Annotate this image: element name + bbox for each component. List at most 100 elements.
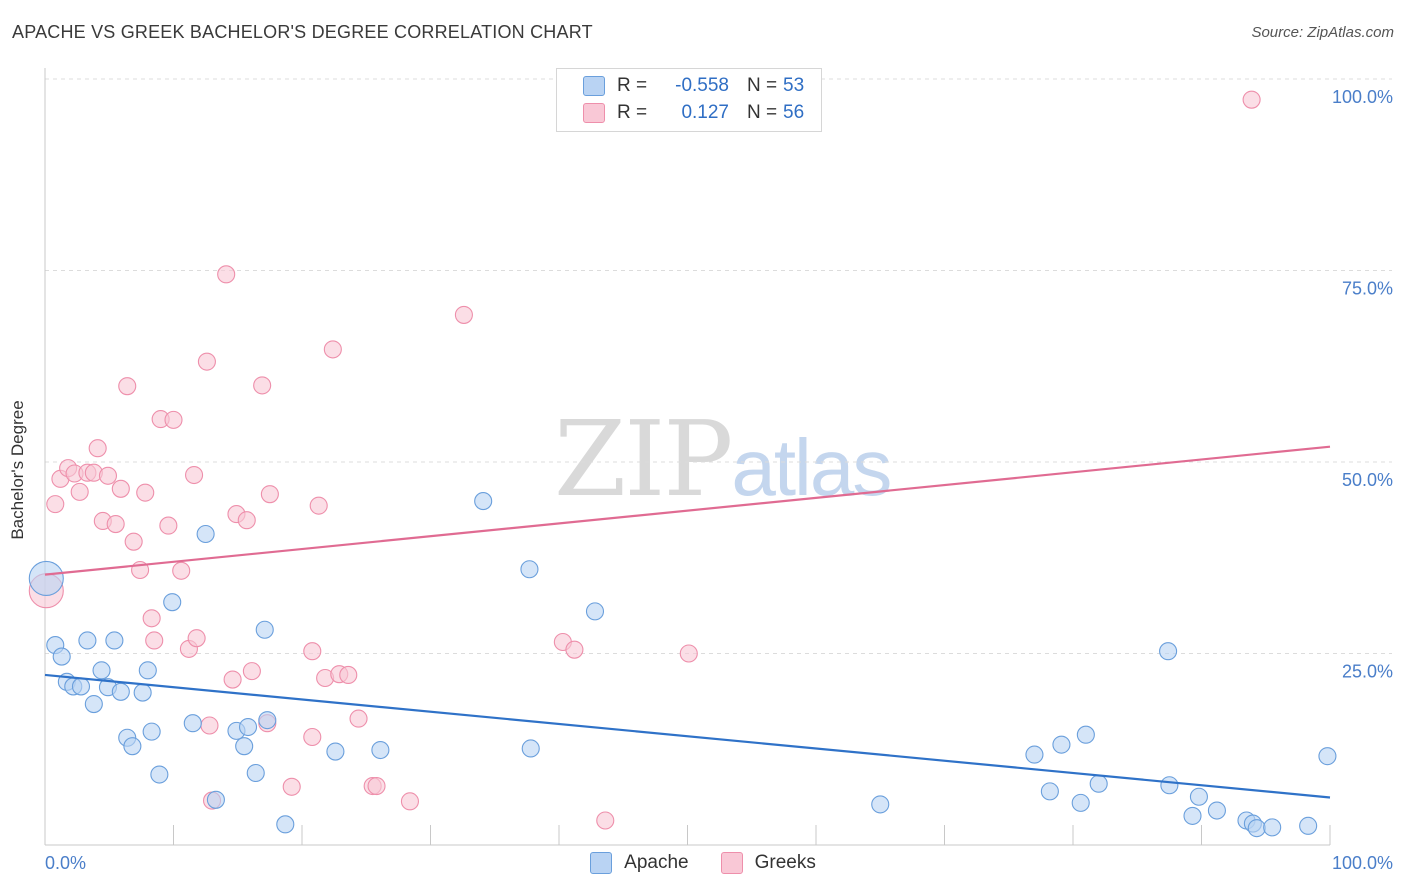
point-greeks bbox=[159, 516, 178, 535]
point-greeks bbox=[237, 511, 256, 530]
point-apache bbox=[1263, 818, 1282, 837]
point-apache bbox=[1318, 747, 1337, 766]
point-apache bbox=[138, 661, 157, 680]
point-apache bbox=[1183, 806, 1202, 825]
point-greeks bbox=[200, 716, 219, 735]
point-apache bbox=[196, 524, 215, 544]
legend-item-greeks[interactable]: Greeks bbox=[720, 852, 816, 874]
trend-line-apache bbox=[44, 673, 1331, 799]
point-greeks bbox=[88, 439, 107, 458]
point-apache bbox=[871, 795, 890, 814]
point-greeks bbox=[187, 629, 206, 648]
watermark-zip: ZIP bbox=[554, 398, 733, 520]
point-apache bbox=[52, 647, 71, 666]
point-apache bbox=[1299, 816, 1318, 835]
point-apache bbox=[1071, 793, 1090, 812]
point-greeks bbox=[679, 644, 698, 663]
y-tick-label: 75.0% bbox=[1342, 279, 1393, 299]
point-apache bbox=[163, 593, 182, 612]
trend-line-greeks bbox=[44, 445, 1331, 576]
point-greeks bbox=[118, 377, 137, 396]
point-greeks bbox=[185, 465, 204, 485]
point-greeks bbox=[136, 483, 155, 502]
chart-title: APACHE VS GREEK BACHELOR'S DEGREE CORREL… bbox=[12, 22, 593, 42]
legend-label-greeks: Greeks bbox=[754, 852, 816, 873]
watermark: ZIPatlas bbox=[554, 398, 892, 520]
legend-r-label: R = bbox=[617, 75, 648, 96]
y-tick-label: 25.0% bbox=[1342, 662, 1393, 682]
stats-legend: R = -0.558 N = 53 R = 0.127 N = 56 bbox=[556, 68, 822, 132]
point-apache bbox=[183, 714, 202, 733]
point-greeks bbox=[142, 609, 161, 628]
legend-n-label: N = bbox=[747, 75, 778, 96]
point-greeks bbox=[253, 376, 272, 395]
point-apache bbox=[1247, 819, 1266, 838]
point-greeks bbox=[242, 662, 261, 681]
point-apache bbox=[71, 677, 91, 696]
point-greeks bbox=[349, 709, 368, 728]
x-tick-label: 0.0% bbox=[45, 853, 86, 873]
point-greeks bbox=[339, 665, 358, 684]
point-apache bbox=[521, 739, 540, 758]
point-greeks bbox=[106, 514, 125, 534]
point-apache bbox=[206, 790, 225, 809]
point-greeks bbox=[111, 479, 130, 498]
point-greeks bbox=[98, 466, 118, 485]
point-greeks bbox=[367, 776, 386, 796]
legend-row-greeks: R = 0.127 N = 56 bbox=[583, 101, 804, 125]
point-apache bbox=[255, 620, 274, 639]
x-tick-label: 100.0% bbox=[1332, 853, 1393, 873]
legend-swatch-apache bbox=[583, 76, 605, 96]
point-greeks bbox=[1242, 90, 1261, 109]
point-apache bbox=[276, 815, 295, 834]
point-greeks bbox=[217, 265, 236, 284]
point-apache bbox=[1040, 782, 1059, 801]
legend-n-label: N = bbox=[747, 102, 778, 123]
point-greeks bbox=[172, 561, 191, 580]
point-apache bbox=[238, 717, 258, 737]
point-apache bbox=[1160, 776, 1179, 795]
point-apache bbox=[1207, 801, 1226, 820]
point-greeks bbox=[223, 670, 242, 689]
point-apache bbox=[474, 492, 493, 511]
point-greeks bbox=[303, 642, 322, 661]
point-greeks bbox=[145, 631, 164, 650]
point-greeks bbox=[323, 340, 342, 359]
point-apache bbox=[1159, 642, 1178, 661]
point-apache bbox=[1089, 774, 1108, 793]
series-legend: Apache Greeks bbox=[0, 852, 1406, 874]
point-apache bbox=[1189, 787, 1208, 806]
point-greeks bbox=[400, 792, 419, 811]
point-greeks bbox=[260, 485, 279, 504]
point-greeks bbox=[565, 640, 584, 659]
point-greeks bbox=[124, 532, 143, 551]
legend-label-apache: Apache bbox=[624, 852, 689, 873]
y-tick-label: 50.0% bbox=[1342, 470, 1393, 490]
point-apache bbox=[133, 683, 152, 702]
point-greeks bbox=[164, 410, 183, 429]
legend-swatch-greeks bbox=[720, 852, 743, 874]
point-apache bbox=[28, 560, 64, 596]
legend-n-value-apache: 53 bbox=[783, 75, 805, 96]
point-apache bbox=[246, 763, 265, 783]
point-greeks bbox=[197, 352, 216, 371]
point-apache bbox=[371, 740, 390, 760]
point-apache bbox=[142, 722, 161, 741]
point-apache bbox=[150, 765, 169, 784]
point-apache bbox=[235, 737, 254, 756]
legend-r-value-greeks: 0.127 bbox=[681, 102, 729, 123]
source-label: Source: ZipAtlas.com bbox=[1251, 24, 1394, 41]
y-tick-label: 100.0% bbox=[1332, 87, 1393, 107]
point-apache bbox=[78, 631, 97, 650]
point-greeks bbox=[596, 811, 615, 830]
legend-item-apache[interactable]: Apache bbox=[590, 852, 689, 874]
point-greeks bbox=[303, 727, 322, 747]
legend-r-label: R = bbox=[617, 102, 648, 123]
point-apache bbox=[84, 695, 103, 714]
point-apache bbox=[123, 737, 142, 756]
point-apache bbox=[1052, 735, 1071, 754]
legend-n-value-greeks: 56 bbox=[783, 102, 805, 123]
legend-row-apache: R = -0.558 N = 53 bbox=[583, 74, 804, 98]
point-apache bbox=[1076, 725, 1095, 744]
point-apache bbox=[326, 742, 345, 761]
